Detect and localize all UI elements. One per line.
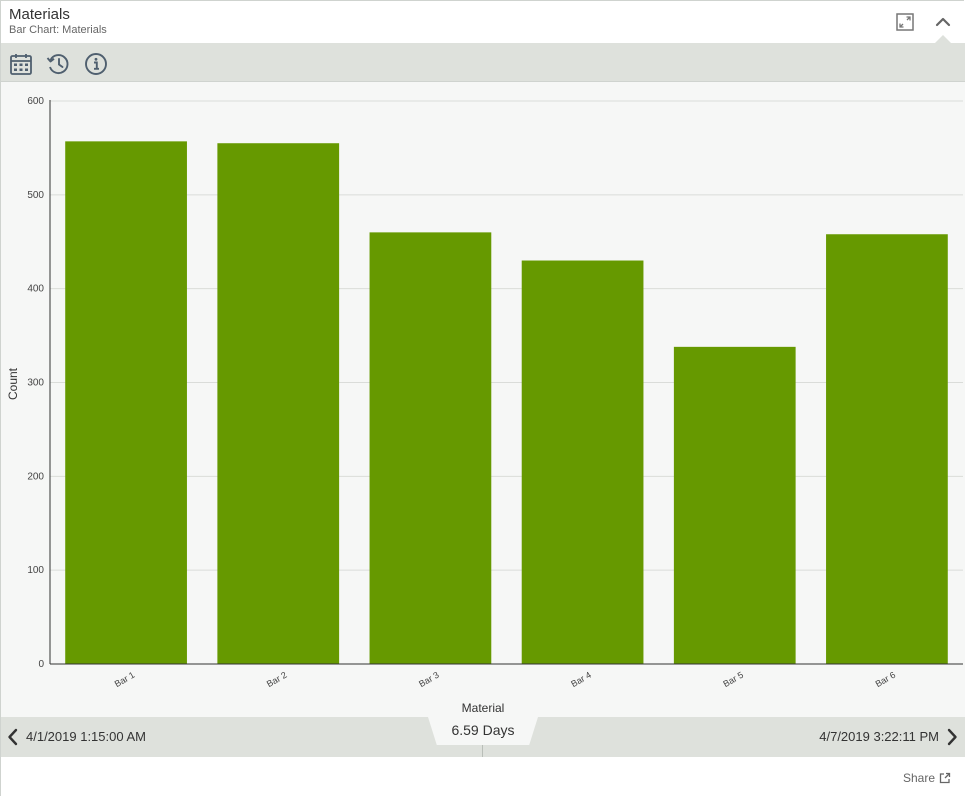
- calendar-icon: [10, 54, 32, 75]
- range-start-time: 4/1/2019 1:15:00 AM: [26, 729, 146, 744]
- y-axis-label: Count: [6, 367, 20, 400]
- share-label: Share: [902, 771, 935, 785]
- header-notch: [935, 35, 951, 43]
- panel-header: Materials Bar Chart: Materials: [1, 1, 965, 44]
- x-tick-label: Bar 2: [265, 670, 289, 689]
- panel-title: Materials: [9, 6, 70, 23]
- share-icon: [939, 772, 951, 784]
- panel-footer: Share: [1, 757, 965, 797]
- collapse-button[interactable]: [932, 11, 954, 33]
- bar[interactable]: [369, 232, 492, 664]
- time-range-bar: 4/1/2019 1:15:00 AM 6.59 Days 4/7/2019 3…: [1, 717, 965, 757]
- bar-chart: 0 100 200 300 400 500 600 Bar 1 Bar 2 Bar 3 Bar 4…: [6, 96, 963, 715]
- y-tick-label: 300: [27, 378, 44, 389]
- bar[interactable]: [826, 234, 948, 664]
- chevron-right-icon: [947, 728, 957, 746]
- previous-range-button[interactable]: [6, 726, 20, 748]
- next-range-button[interactable]: [945, 726, 959, 748]
- range-duration[interactable]: 6.59 Days: [451, 722, 515, 738]
- bar[interactable]: [521, 260, 644, 664]
- bar[interactable]: [673, 346, 796, 664]
- x-axis-label: Material: [462, 701, 505, 715]
- share-button[interactable]: Share: [903, 771, 951, 785]
- y-tick-label: 100: [27, 565, 44, 576]
- y-tick-label: 0: [38, 659, 44, 670]
- info-button[interactable]: [84, 52, 108, 76]
- x-tick-label: Bar 6: [874, 670, 898, 689]
- duration-marker: [482, 745, 483, 757]
- y-axis-ticks: 0 100 200 300 400 500 600: [27, 96, 44, 670]
- history-icon: [46, 54, 69, 74]
- x-tick-label: Bar 5: [721, 670, 745, 689]
- history-button[interactable]: [46, 52, 70, 76]
- y-tick-label: 600: [27, 96, 44, 107]
- toolbar: [1, 43, 965, 82]
- calendar-button[interactable]: [9, 52, 33, 76]
- expand-button[interactable]: [894, 11, 916, 33]
- range-end-time: 4/7/2019 3:22:11 PM: [819, 729, 939, 744]
- bar[interactable]: [65, 141, 187, 664]
- chevron-up-icon: [935, 17, 951, 27]
- panel-subtitle: Bar Chart: Materials: [9, 24, 107, 36]
- bars: [65, 141, 948, 665]
- x-tick-label: Bar 1: [113, 670, 137, 689]
- chevron-left-icon: [8, 728, 18, 746]
- chart-area: 0 100 200 300 400 500 600 Bar 1 Bar 2 Bar 3 Bar 4…: [1, 82, 965, 717]
- expand-icon: [896, 13, 914, 31]
- info-icon: [85, 53, 107, 75]
- y-tick-label: 500: [27, 190, 44, 201]
- x-tick-label: Bar 4: [569, 670, 593, 689]
- bar[interactable]: [217, 143, 340, 665]
- x-tick-label: Bar 3: [417, 670, 441, 689]
- x-axis-ticks: Bar 1 Bar 2 Bar 3 Bar 4 Bar 5 Bar 6: [113, 670, 897, 689]
- duration-tab: [428, 717, 538, 745]
- y-tick-label: 200: [27, 471, 44, 482]
- gridlines: [50, 100, 963, 571]
- y-tick-label: 400: [27, 284, 44, 295]
